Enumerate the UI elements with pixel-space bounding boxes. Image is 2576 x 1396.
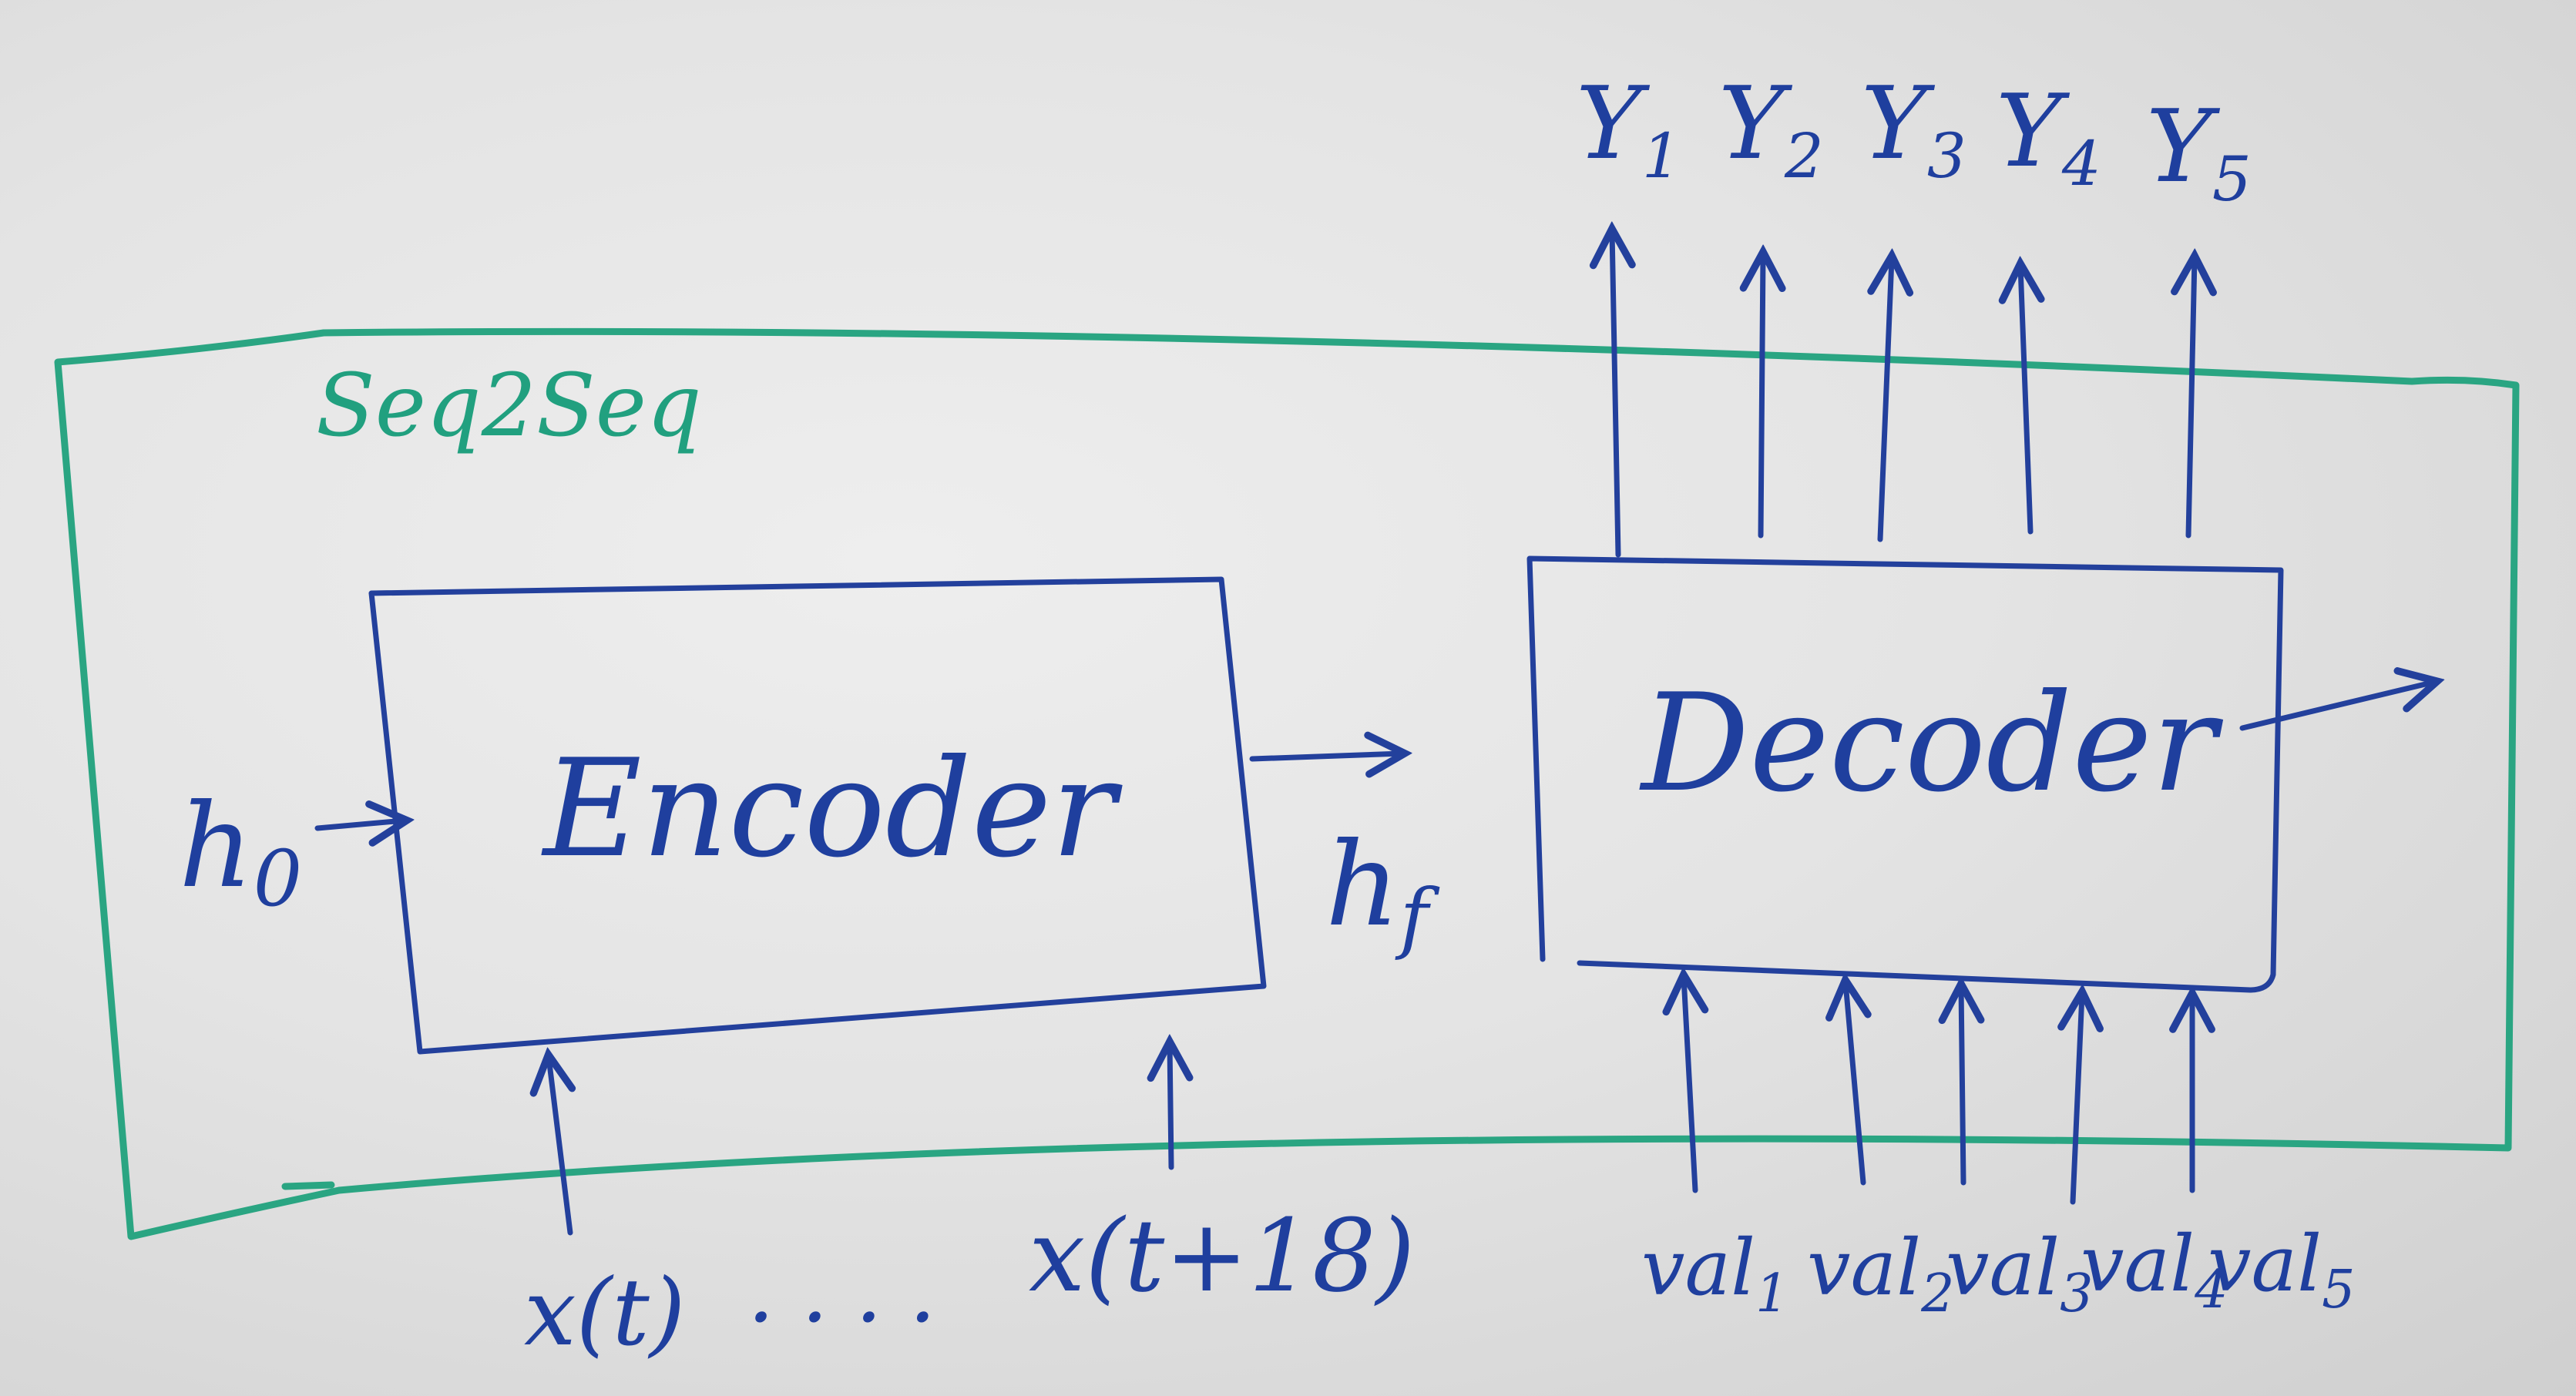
decoder-label: Decoder: [1639, 666, 2224, 822]
encoder-input-arrow-last: [1170, 1044, 1171, 1170]
decoder-output-2: Y2: [1718, 65, 1824, 192]
seq2seq-label: Seq2Seq: [316, 356, 702, 456]
seq2seq-frame: [54, 327, 2520, 1240]
initial-state-arrow: [314, 820, 405, 828]
decoder-output-arrow-1: [1612, 231, 1618, 558]
decoder-state-arrow: [2239, 682, 2435, 731]
decoder-output-arrow-4: [2020, 266, 2030, 535]
encoder-input-last: x(t+18): [1029, 1197, 1415, 1314]
decoder-input-3: val3: [1946, 1223, 2093, 1324]
encoder-input-first: x(t): [524, 1260, 686, 1367]
decoder-input-arrow-3: [1961, 986, 1963, 1186]
decoder-input-1: val1: [1641, 1223, 1788, 1324]
frame-corner-tick: [281, 1181, 335, 1190]
decoder-output-1: Y1: [1576, 65, 1681, 192]
encoder-input-ellipsis: . . . .: [747, 1243, 936, 1341]
decoder-output-arrow-5: [2188, 258, 2195, 539]
final-state-label: hf: [1325, 818, 1440, 962]
decoder-output-4: Y4: [1996, 72, 2101, 200]
encoder-label: Encoder: [541, 731, 1123, 888]
initial-state-label: h0: [179, 780, 302, 924]
encoder-box: [368, 576, 1267, 1055]
decoder-output-arrow-3: [1880, 258, 1892, 542]
decoder-input-arrow-1: [1684, 977, 1695, 1193]
encoder-input-arrow-first: [549, 1057, 570, 1236]
decoder-input-arrow-2: [1846, 982, 1863, 1186]
decoder-output-3: Y3: [1861, 65, 1966, 192]
decoder-input-2: val2: [1807, 1223, 1954, 1324]
decoder-output-5: Y5: [2146, 88, 2252, 215]
decoder-box: [1526, 555, 2284, 993]
decoder-input-4: val4: [2081, 1219, 2228, 1320]
final-state-arrow: [1249, 753, 1402, 759]
decoder-input-arrow-4: [2073, 994, 2082, 1205]
decoder-output-arrow-2: [1761, 254, 1763, 539]
decoder-input-5: val5: [2208, 1219, 2355, 1320]
